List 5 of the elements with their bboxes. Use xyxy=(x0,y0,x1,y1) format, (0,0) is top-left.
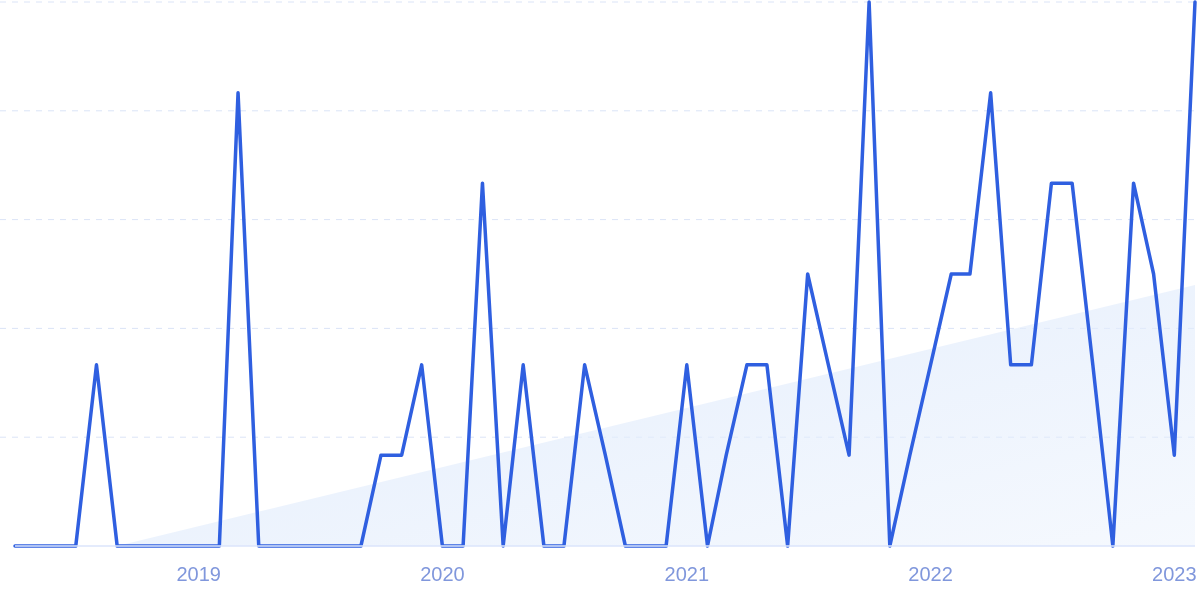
x-tick-label: 2021 xyxy=(664,563,710,585)
x-tick-label: 2022 xyxy=(908,563,953,585)
x-tick-label: 2019 xyxy=(176,563,221,585)
x-tick-label: 2020 xyxy=(420,563,465,585)
x-tick-label: 2023 xyxy=(1152,563,1197,585)
